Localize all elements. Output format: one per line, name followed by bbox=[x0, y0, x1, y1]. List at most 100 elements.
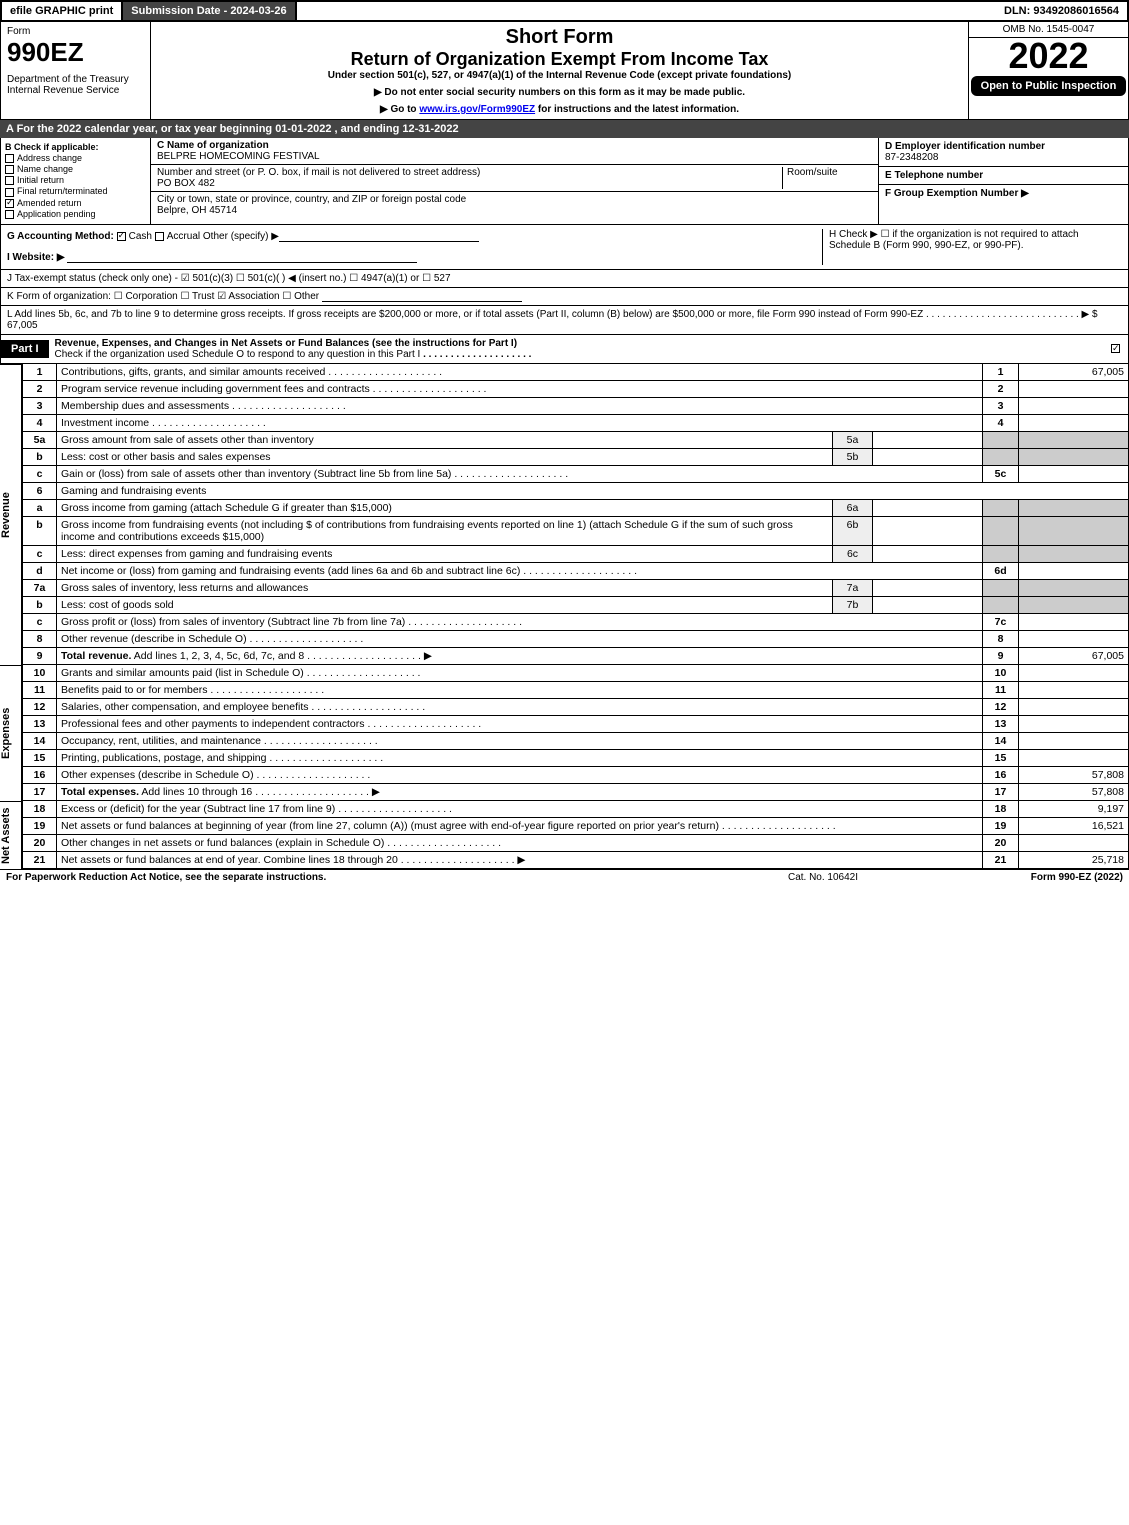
expenses-label: Expenses bbox=[0, 665, 22, 801]
chk-final[interactable]: Final return/terminated bbox=[5, 186, 146, 196]
netassets-table: 18Excess or (deficit) for the year (Subt… bbox=[22, 801, 1129, 869]
spacer bbox=[297, 2, 996, 20]
ein: 87-2348208 bbox=[885, 152, 938, 163]
chk-name[interactable]: Name change bbox=[5, 164, 146, 174]
line-6: 6Gaming and fundraising events bbox=[23, 482, 1129, 499]
org-city: Belpre, OH 45714 bbox=[157, 205, 237, 216]
line-13: 13Professional fees and other payments t… bbox=[23, 715, 1129, 732]
revenue-section: Revenue 1Contributions, gifts, grants, a… bbox=[0, 364, 1129, 665]
line-17: 17Total expenses. Add lines 10 through 1… bbox=[23, 783, 1129, 800]
d-label: D Employer identification number bbox=[885, 141, 1045, 152]
section-c: C Name of organizationBELPRE HOMECOMING … bbox=[151, 138, 878, 224]
line-3: 3Membership dues and assessments 3 bbox=[23, 397, 1129, 414]
netassets-label: Net Assets bbox=[0, 801, 22, 869]
line-1: 1Contributions, gifts, grants, and simil… bbox=[23, 364, 1129, 381]
section-b: B Check if applicable: Address change Na… bbox=[1, 138, 151, 224]
section-j: J Tax-exempt status (check only one) - ☑… bbox=[0, 270, 1129, 288]
revenue-label: Revenue bbox=[0, 364, 22, 665]
ssn-note: ▶ Do not enter social security numbers o… bbox=[155, 87, 964, 98]
org-street: PO BOX 482 bbox=[157, 178, 215, 189]
line-7a: 7aGross sales of inventory, less returns… bbox=[23, 579, 1129, 596]
line-c: cLess: direct expenses from gaming and f… bbox=[23, 545, 1129, 562]
submission-date: Submission Date - 2024-03-26 bbox=[123, 2, 296, 20]
footer-left: For Paperwork Reduction Act Notice, see … bbox=[6, 872, 723, 883]
section-ghi: G Accounting Method: Cash Accrual Other … bbox=[0, 225, 1129, 270]
part-1-sub: Check if the organization used Schedule … bbox=[55, 349, 421, 360]
l-amount: 67,005 bbox=[7, 320, 38, 331]
g-label: G Accounting Method: bbox=[7, 231, 114, 242]
line-15: 15Printing, publications, postage, and s… bbox=[23, 749, 1129, 766]
line-14: 14Occupancy, rent, utilities, and mainte… bbox=[23, 732, 1129, 749]
line-5a: 5aGross amount from sale of assets other… bbox=[23, 431, 1129, 448]
line-4: 4Investment income 4 bbox=[23, 414, 1129, 431]
line-b: bLess: cost or other basis and sales exp… bbox=[23, 448, 1129, 465]
header-left: Form 990EZ Department of the Treasury In… bbox=[1, 22, 151, 119]
expenses-section: Expenses 10Grants and similar amounts pa… bbox=[0, 665, 1129, 801]
line-c: cGain or (loss) from sale of assets othe… bbox=[23, 465, 1129, 482]
line-21: 21Net assets or fund balances at end of … bbox=[23, 851, 1129, 868]
website-input[interactable] bbox=[67, 252, 417, 263]
efile-print[interactable]: efile GRAPHIC print bbox=[2, 2, 123, 20]
header-mid: Short Form Return of Organization Exempt… bbox=[151, 22, 968, 119]
form-label: Form bbox=[7, 26, 144, 37]
line-12: 12Salaries, other compensation, and empl… bbox=[23, 698, 1129, 715]
goto-note: ▶ Go to www.irs.gov/Form990EZ for instru… bbox=[155, 104, 964, 115]
part-1-label: Part I bbox=[1, 340, 49, 358]
block-bcdef: B Check if applicable: Address change Na… bbox=[0, 138, 1129, 225]
open-inspection: Open to Public Inspection bbox=[971, 76, 1126, 96]
line-d: dNet income or (loss) from gaming and fu… bbox=[23, 562, 1129, 579]
line-9: 9Total revenue. Add lines 1, 2, 3, 4, 5c… bbox=[23, 647, 1129, 664]
room-suite: Room/suite bbox=[782, 167, 872, 189]
return-title: Return of Organization Exempt From Incom… bbox=[155, 49, 964, 70]
section-a: A For the 2022 calendar year, or tax yea… bbox=[0, 120, 1129, 138]
expenses-table: 10Grants and similar amounts paid (list … bbox=[22, 665, 1129, 801]
c-street-label: Number and street (or P. O. box, if mail… bbox=[157, 167, 480, 178]
footer-form: Form 990-EZ (2022) bbox=[923, 872, 1123, 883]
f-label: F Group Exemption Number ▶ bbox=[885, 188, 1029, 199]
line-b: bLess: cost of goods sold7b bbox=[23, 596, 1129, 613]
chk-initial[interactable]: Initial return bbox=[5, 175, 146, 185]
line-a: aGross income from gaming (attach Schedu… bbox=[23, 499, 1129, 516]
top-bar: efile GRAPHIC print Submission Date - 20… bbox=[0, 0, 1129, 22]
other-specify[interactable] bbox=[279, 231, 479, 242]
line-2: 2Program service revenue including gover… bbox=[23, 380, 1129, 397]
i-label: I Website: ▶ bbox=[7, 252, 65, 263]
header-right: OMB No. 1545-0047 2022 Open to Public In… bbox=[968, 22, 1128, 119]
section-l: L Add lines 5b, 6c, and 7b to line 9 to … bbox=[0, 306, 1129, 335]
footer-cat: Cat. No. 10642I bbox=[723, 872, 923, 883]
chk-pending[interactable]: Application pending bbox=[5, 209, 146, 219]
c-city-label: City or town, state or province, country… bbox=[157, 194, 466, 205]
chk-address[interactable]: Address change bbox=[5, 153, 146, 163]
chk-amended[interactable]: Amended return bbox=[5, 198, 146, 208]
line-20: 20Other changes in net assets or fund ba… bbox=[23, 834, 1129, 851]
dept-label: Department of the Treasury Internal Reve… bbox=[7, 74, 144, 96]
form-number: 990EZ bbox=[7, 37, 144, 68]
c-name-label: C Name of organization bbox=[157, 140, 269, 151]
line-10: 10Grants and similar amounts paid (list … bbox=[23, 665, 1129, 682]
page-footer: For Paperwork Reduction Act Notice, see … bbox=[0, 869, 1129, 885]
irs-link[interactable]: www.irs.gov/Form990EZ bbox=[419, 104, 535, 115]
other-org[interactable] bbox=[322, 291, 522, 302]
part-1-title: Revenue, Expenses, and Changes in Net As… bbox=[55, 338, 518, 349]
dln: DLN: 93492086016564 bbox=[996, 2, 1127, 20]
section-def: D Employer identification number87-23482… bbox=[878, 138, 1128, 224]
line-b: bGross income from fundraising events (n… bbox=[23, 516, 1129, 545]
line-18: 18Excess or (deficit) for the year (Subt… bbox=[23, 801, 1129, 818]
chk-accrual[interactable] bbox=[155, 232, 164, 241]
netassets-section: Net Assets 18Excess or (deficit) for the… bbox=[0, 801, 1129, 869]
under-section: Under section 501(c), 527, or 4947(a)(1)… bbox=[155, 70, 964, 81]
chk-cash[interactable] bbox=[117, 232, 126, 241]
short-form-title: Short Form bbox=[155, 26, 964, 49]
line-19: 19Net assets or fund balances at beginni… bbox=[23, 817, 1129, 834]
tax-year: 2022 bbox=[969, 38, 1128, 74]
form-header: Form 990EZ Department of the Treasury In… bbox=[0, 22, 1129, 120]
line-8: 8Other revenue (describe in Schedule O) … bbox=[23, 630, 1129, 647]
org-name: BELPRE HOMECOMING FESTIVAL bbox=[157, 151, 320, 162]
b-header: B Check if applicable: bbox=[5, 142, 99, 152]
line-16: 16Other expenses (describe in Schedule O… bbox=[23, 766, 1129, 783]
chk-schedule-o[interactable] bbox=[1111, 344, 1120, 353]
e-label: E Telephone number bbox=[885, 170, 983, 181]
line-c: cGross profit or (loss) from sales of in… bbox=[23, 613, 1129, 630]
section-k: K Form of organization: ☐ Corporation ☐ … bbox=[0, 288, 1129, 306]
section-h: H Check ▶ ☐ if the organization is not r… bbox=[822, 229, 1122, 265]
